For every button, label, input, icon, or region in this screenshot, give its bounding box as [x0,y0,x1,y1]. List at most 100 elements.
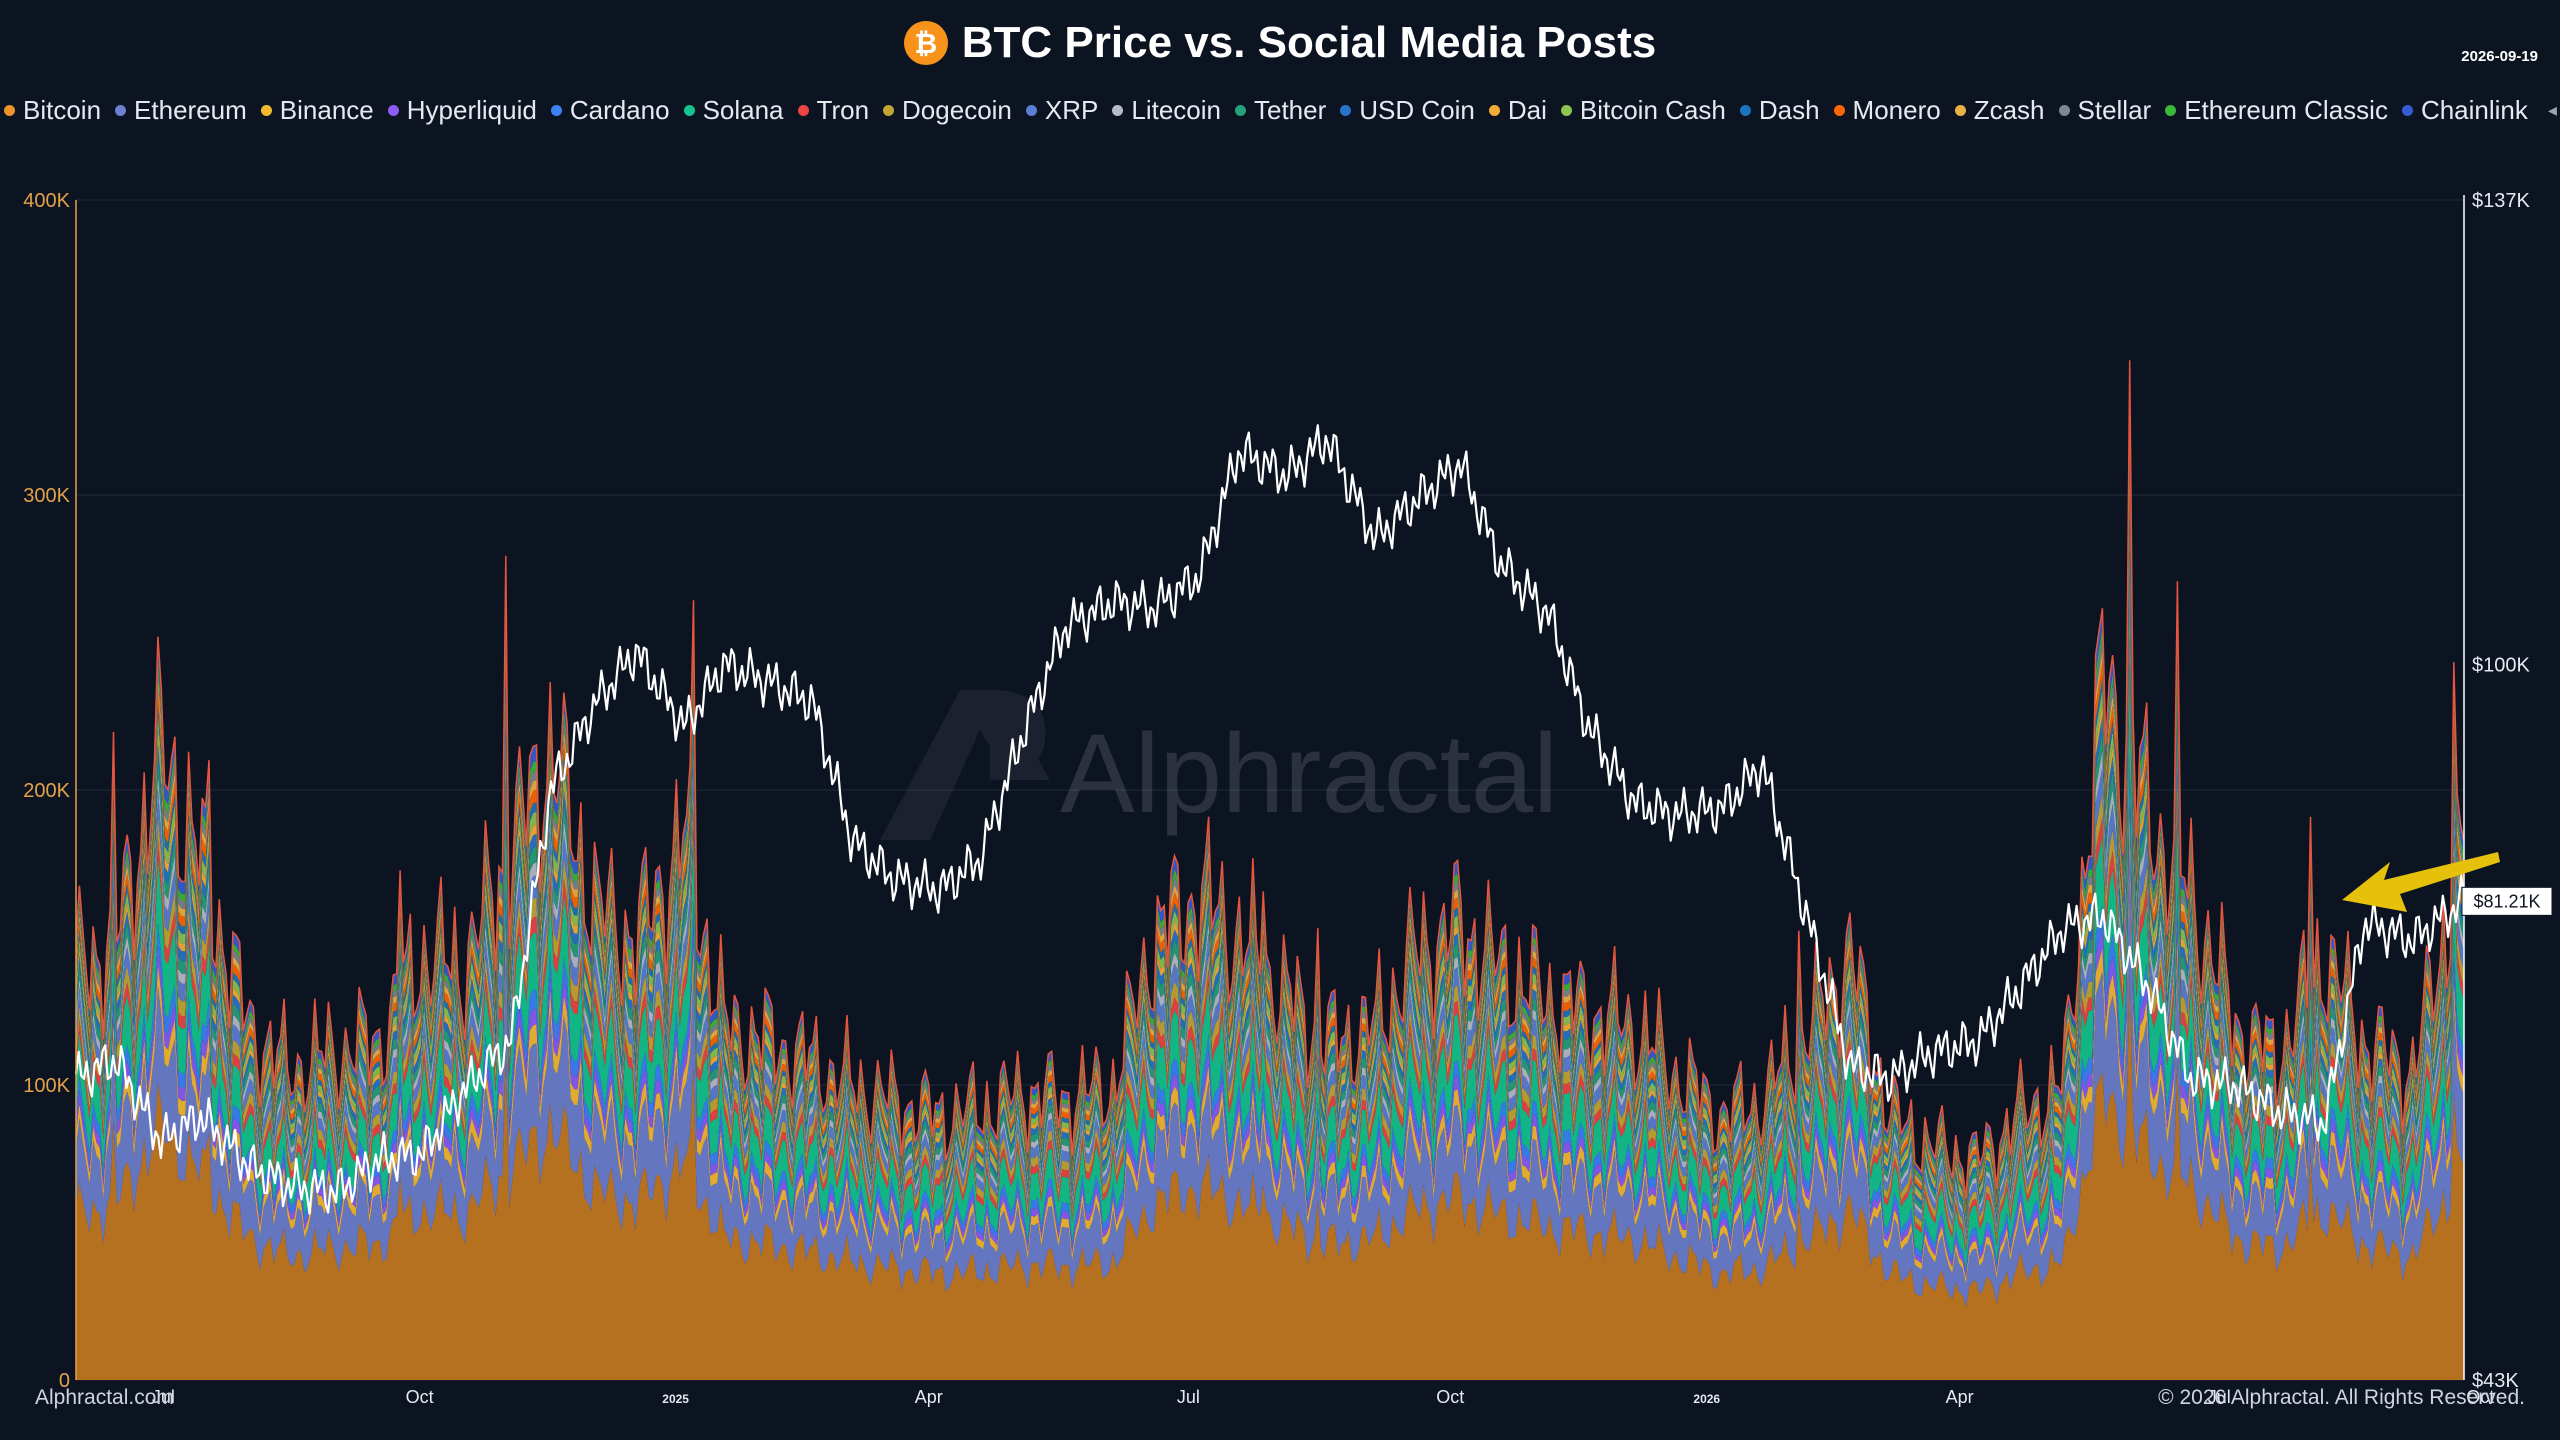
legend-dot [1340,104,1352,116]
legend-label: Binance [279,94,374,125]
legend-item[interactable]: Stellar [2058,94,2152,126]
legend-dot [1954,104,1966,116]
legend: Bitcoin Ethereum Binance Hyperliquid Cardano… [0,92,2560,128]
legend-dot [550,104,562,116]
legend-label: Tron [816,94,870,125]
price-tag-box [2461,886,2553,916]
legend-item[interactable]: Ethereum [115,95,247,126]
chart-date: 2026-09-19 [2461,48,2538,65]
legend-item[interactable]: Ethereum Classic [2165,95,2388,126]
chart-title: BTC Price vs. Social Media Posts [961,18,1657,67]
legend-label: Stellar [2077,94,2152,125]
annotations: $81.21K Alphractal.com © 2026 Alphractal. … [35,852,2553,1409]
legend-item[interactable]: Zcash [1954,94,2045,126]
x-tick-year-label: 2025 [662,1392,689,1406]
legend-label: Dogecoin [902,94,1012,125]
legend-label: USD Coin [1359,94,1475,125]
legend-label: Ethereum [134,94,247,125]
x-tick-label: Apr [915,1387,943,1407]
legend-item[interactable]: Dogecoin [883,95,1012,126]
legend-label: Solana [702,94,784,125]
area-band-ethereum [76,839,2464,1308]
btc-price-line [74,424,2466,1215]
legend-item[interactable]: Dai [1488,94,1547,126]
legend-item[interactable]: Litecoin [1112,95,1221,126]
right-tick-label: $100K [2472,654,2530,676]
left-tick-label: 0 [59,1370,70,1392]
x-tick-label: Oct [1436,1387,1464,1407]
legend-dot [115,104,127,116]
legend-dot [260,104,272,116]
area-band-binance [76,808,2464,1284]
legend-dot [797,104,809,116]
legend-label: Zcash [1973,94,2045,125]
legend-item[interactable]: Cardano [550,94,670,126]
legend-label: Dash [1758,94,1820,125]
legend-dot [683,104,695,116]
area-band-bitcoin [76,972,2464,1380]
legend-item[interactable]: XRP [1025,94,1099,126]
footer-site: Alphractal.com [35,1386,174,1409]
legend-label: Bitcoin [23,94,102,125]
legend-dot [387,104,399,116]
x-tick-label: Apr [1946,1387,1974,1407]
area-band-dogecoin [76,605,2464,1248]
legend-item[interactable]: Tether [1234,94,1327,126]
footer-copyright: © 2026 Alphractal. All Rights Reserved. [2158,1386,2525,1409]
watermark: Alphractal [880,690,1558,840]
legend-dot [883,104,895,116]
left-tick-label: 200K [23,780,70,802]
legend-label: Chainlink [2420,94,2528,125]
legend-item[interactable]: Chainlink [2401,94,2528,126]
area-band-hyperliquid [76,783,2464,1279]
legend-item[interactable]: Binance [260,94,374,126]
x-tick-label: Jul [2208,1387,2231,1407]
legend-label: Monero [1852,94,1941,125]
x-tick-label: Jul [152,1387,175,1407]
legend-dot [2401,104,2413,116]
legend-item[interactable]: Hyperliquid [387,95,537,126]
price-tag-label: $81.21K [2473,891,2540,911]
legend-item[interactable]: Solana [683,94,784,126]
right-tick-label: $137K [2472,190,2530,212]
x-tick-year-label: 2026 [1693,1392,1720,1406]
legend-item[interactable]: Bitcoin Cash [1560,94,1726,126]
legend-label: Cardano [569,94,670,125]
legend-dot [1833,104,1845,116]
legend-label: Bitcoin Cash [1579,94,1726,125]
legend-dot [1488,104,1500,116]
legend-item[interactable]: Monero [1833,94,1941,126]
legend-dot [2165,104,2177,116]
area-band-tron [76,635,2464,1252]
social-posts-stack [75,360,2465,1380]
legend-label: XRP [1044,94,1099,125]
legend-label: Ethereum Classic [2184,94,2388,125]
left-tick-label: 400K [23,190,70,212]
legend-item[interactable]: Bitcoin [4,95,101,126]
left-tick-label: 100K [23,1075,70,1097]
area-top-edge [75,360,2465,1199]
x-tick-label: Jul [1177,1387,1200,1407]
btc-price-series [74,424,2466,1215]
legend-item[interactable]: USD Coin [1340,95,1475,126]
legend-label: Litecoin [1131,94,1221,125]
legend-item[interactable]: Tron [797,94,870,126]
area-band-cardano [76,752,2464,1274]
watermark-text: Alphractal [1060,711,1558,836]
left-tick-label: 300K [23,485,70,507]
chart-header: ₿ BTC Price vs. Social Media Posts 2026-… [0,0,2560,100]
legend-dot [2058,104,2070,116]
x-tick-label: Oct [2466,1387,2494,1407]
legend-label: Dai [1507,94,1547,125]
legend-dot [1025,104,1037,116]
legend-dot [1739,104,1751,116]
legend-item[interactable]: Dash [1739,94,1820,126]
legend-label: Tether [1253,94,1327,125]
legend-dot [4,104,15,116]
annotation-arrow-icon [2342,852,2500,912]
bitcoin-logo-icon: ₿ [903,21,948,65]
legend-nav: ◂▸ [2548,100,2560,121]
legend-prev-icon[interactable]: ◂ [2547,99,2557,120]
x-tick-label: Oct [406,1387,434,1407]
